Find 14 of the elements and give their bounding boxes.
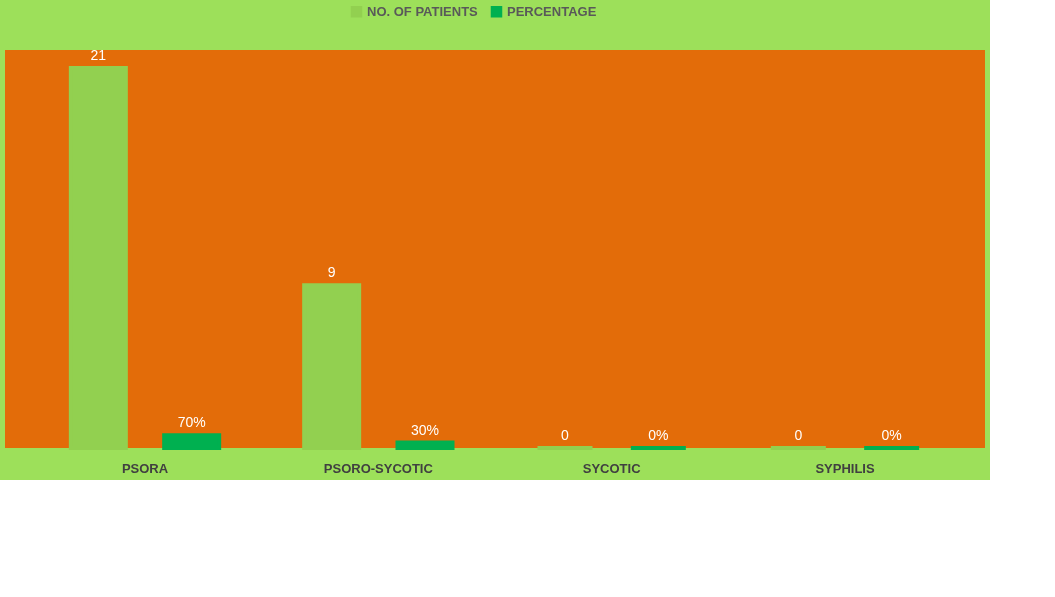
legend-label: PERCENTAGE [507, 3, 597, 19]
data-label: 30% [410, 421, 440, 438]
data-label: 21 [90, 47, 107, 64]
data-label: 0% [881, 427, 902, 443]
x-tick-label: PSORO-SYCOTIC [323, 460, 434, 476]
x-tick-label: SYPHILIS [815, 460, 875, 476]
data-label: 9 [327, 264, 336, 281]
data-label: 70% [177, 414, 206, 431]
data-label: 0 [561, 427, 570, 443]
legend-label: NO. OF PATIENTS [367, 3, 479, 19]
data-label: 0 [794, 427, 803, 443]
x-tick-label: PSORA [121, 460, 169, 476]
data-label: 0% [648, 427, 669, 443]
x-tick-label: SYCOTIC [582, 460, 642, 476]
